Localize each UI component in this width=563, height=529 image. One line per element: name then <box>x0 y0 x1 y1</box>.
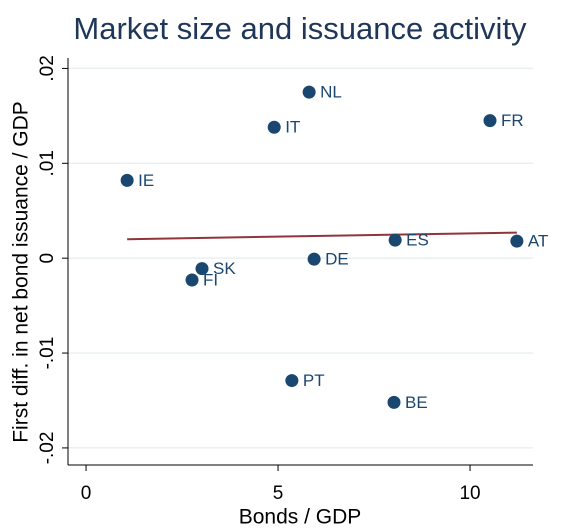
point <box>387 395 401 409</box>
point-label: IT <box>285 118 300 137</box>
point <box>267 120 281 134</box>
point <box>483 114 497 128</box>
chart-title: Market size and issuance activity <box>73 11 527 46</box>
point <box>302 85 316 99</box>
y-tick-label: .01 <box>37 150 58 176</box>
point <box>285 374 299 388</box>
y-tick-label: -.01 <box>37 337 58 370</box>
fit-line <box>127 231 517 241</box>
y-tick-label: .02 <box>37 55 58 81</box>
point-label: NL <box>320 83 342 102</box>
y-tick-label: -.02 <box>37 432 58 465</box>
point-label: DE <box>325 250 349 269</box>
point-label: BE <box>405 393 428 412</box>
point-label: ES <box>406 231 429 250</box>
point-label: IE <box>138 171 154 190</box>
point-label: FI <box>203 270 218 289</box>
point <box>388 233 402 247</box>
x-tick-label: 10 <box>459 483 480 504</box>
point-label: FR <box>501 111 524 130</box>
point <box>185 273 199 287</box>
y-axis-title: First diff. in net bond issuance / GDP <box>10 101 33 443</box>
y-tick-label: 0 <box>37 253 58 264</box>
x-tick-label: 5 <box>273 483 284 504</box>
point <box>510 234 524 248</box>
point <box>195 262 209 276</box>
point <box>120 173 134 187</box>
point-label: AT <box>528 232 548 251</box>
point-label: PT <box>303 371 325 390</box>
x-axis-title: Bonds / GDP <box>239 506 362 529</box>
x-tick-label: 0 <box>81 483 92 504</box>
point <box>307 252 321 266</box>
point-label: SK <box>213 259 236 278</box>
